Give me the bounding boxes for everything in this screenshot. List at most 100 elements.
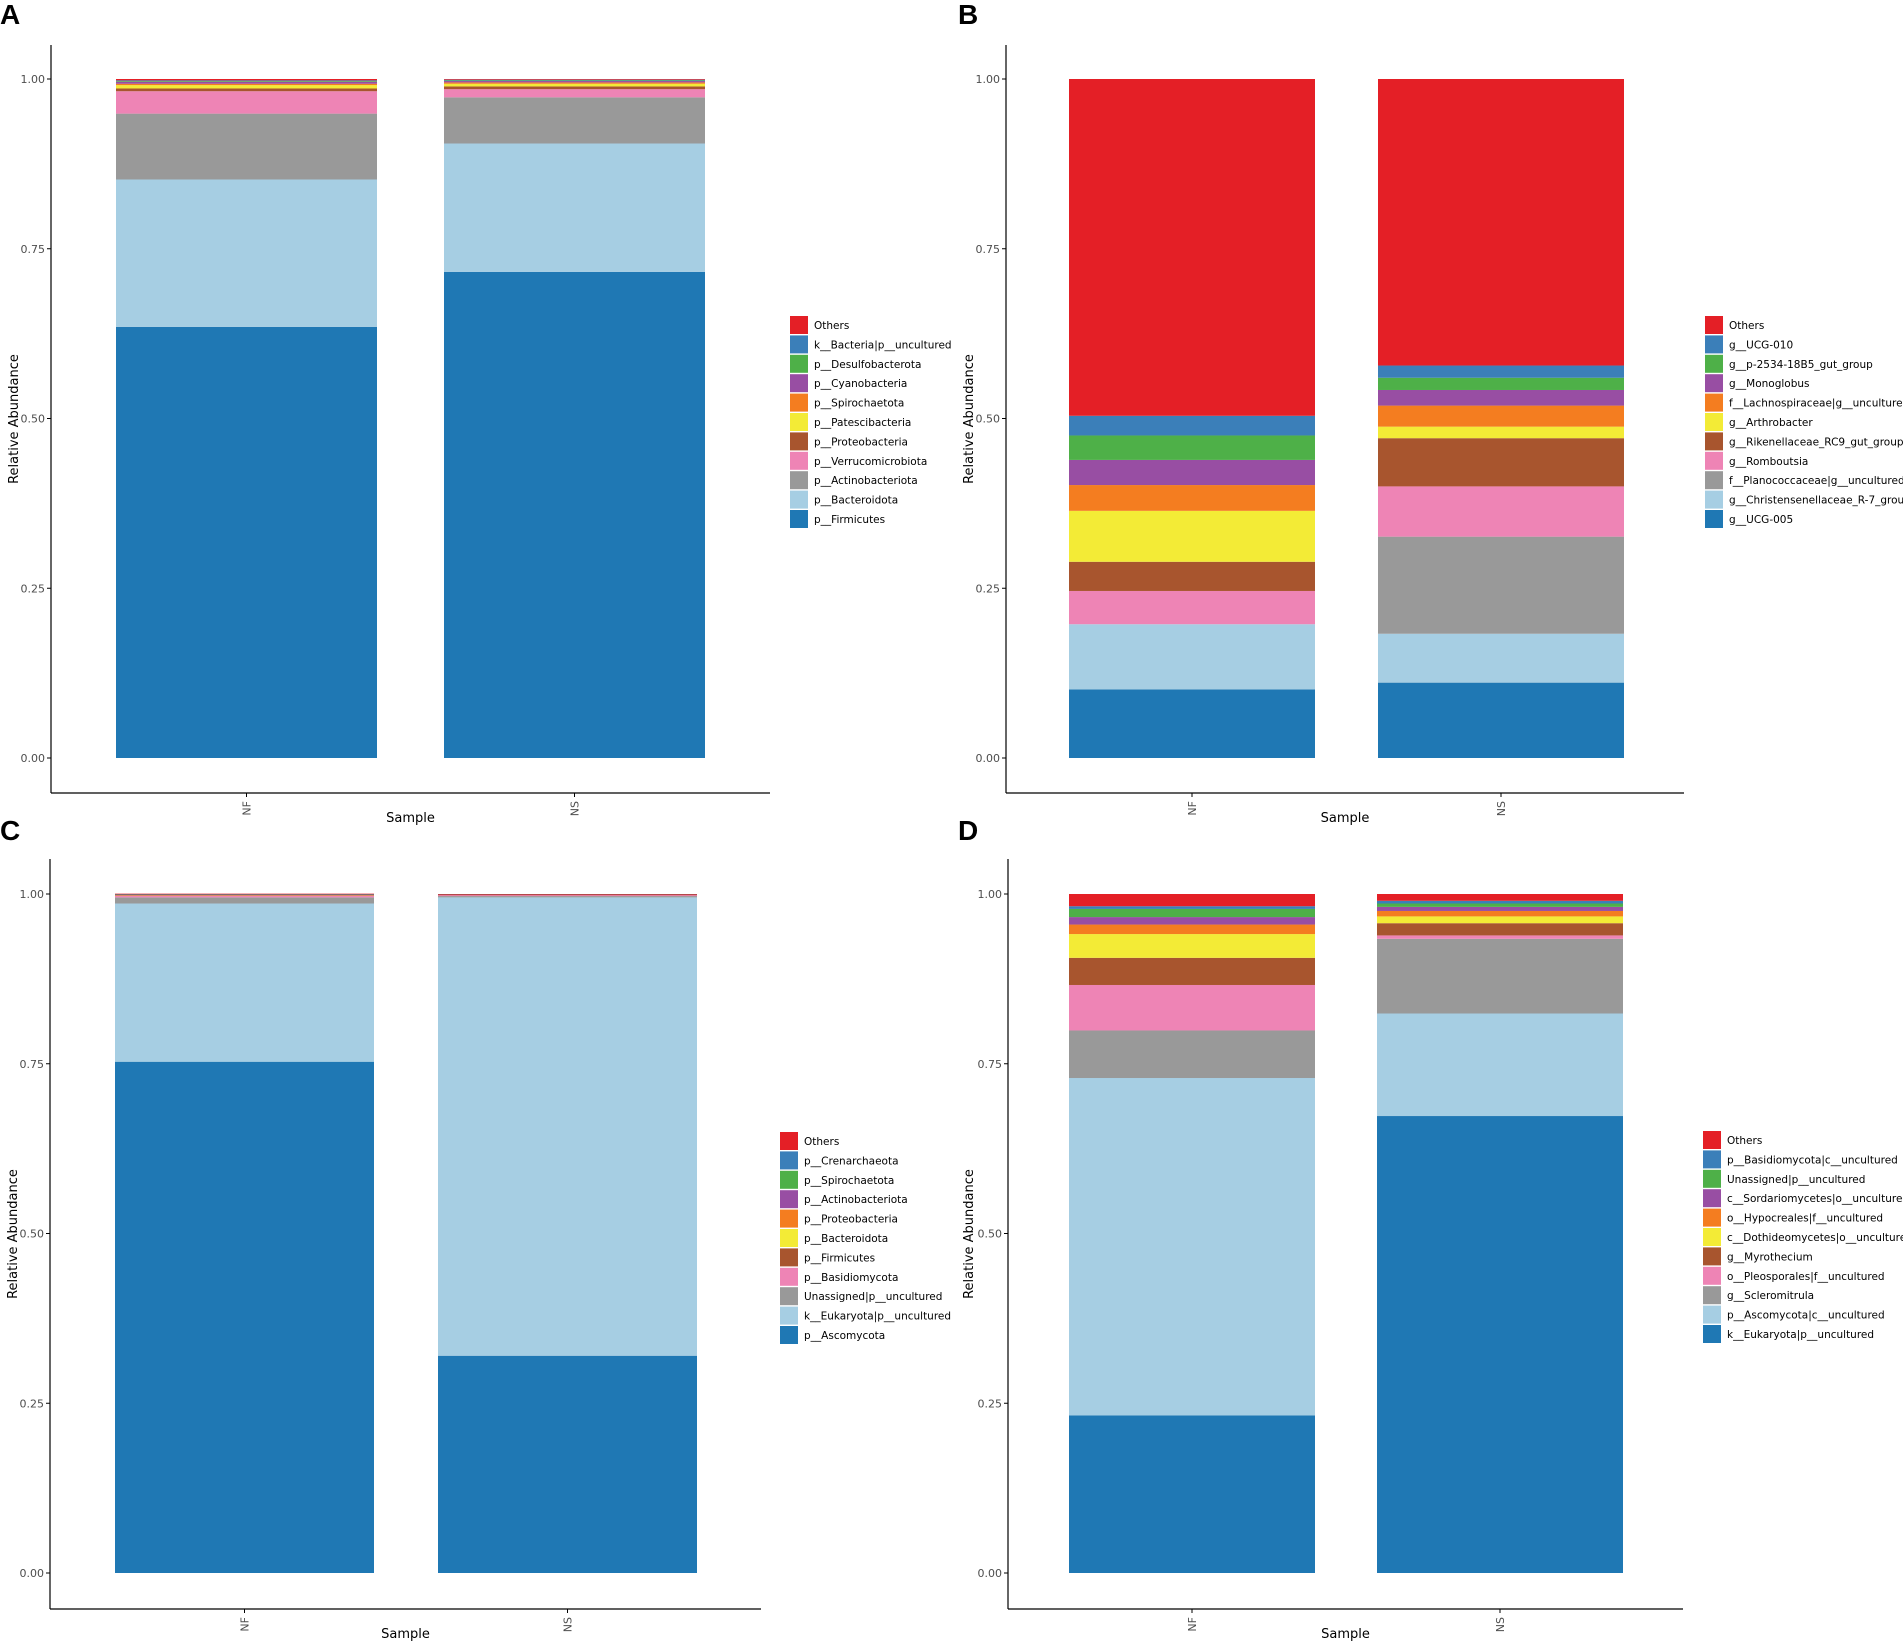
x-tick-label: NS (1494, 1617, 1507, 1632)
legend-label: p__Actinobacteriota (814, 475, 918, 487)
bar-segment (1378, 486, 1624, 537)
legend-swatch (780, 1190, 798, 1209)
x-axis-title: Sample (1321, 1627, 1370, 1642)
legend-label: p__Basidiomycota|c__uncultured (1727, 1154, 1898, 1166)
legend-swatch (780, 1287, 798, 1306)
bar-segment (116, 79, 377, 81)
bar-segment (1069, 1030, 1315, 1079)
bar-segment (1069, 906, 1315, 909)
legend-swatch (1705, 490, 1723, 509)
legend-label: Others (1729, 320, 1764, 332)
legend-label: p__Proteobacteria (814, 436, 908, 448)
legend-label: g__p-2534-18B5_gut_group (1729, 359, 1873, 371)
legend-swatch (1703, 1305, 1721, 1324)
bar-segment (1069, 624, 1315, 690)
y-tick-label: 0.25 (21, 582, 46, 595)
legend-swatch (1705, 432, 1723, 451)
x-tick-label: NS (569, 801, 582, 816)
legend-label: p__Basidiomycota (804, 1272, 898, 1284)
legend-swatch (790, 316, 808, 334)
legend-label: Others (814, 320, 849, 332)
legend-swatch (790, 432, 808, 451)
legend-label: p__Ascomycota (804, 1330, 885, 1342)
y-tick-label: 0.50 (20, 1228, 45, 1241)
bar-segment (1378, 426, 1624, 439)
bar-segment (1069, 459, 1315, 486)
legend-swatch (1705, 393, 1723, 412)
legend-swatch (1705, 374, 1723, 393)
bar-segment (116, 91, 377, 114)
y-tick-label: 0.75 (20, 1058, 45, 1071)
legend: Others k__Bacteria|p__uncultured p__Desulf… (790, 316, 952, 528)
bar-segment (444, 82, 705, 84)
legend-label: g__UCG-010 (1729, 339, 1793, 351)
legend-swatch (1703, 1228, 1721, 1246)
legend-label: p__Cyanobacteria (814, 378, 907, 390)
bar-segment (115, 895, 374, 898)
bar-segment (438, 894, 697, 897)
bar-segment (1377, 900, 1623, 904)
bar-segment (1378, 389, 1624, 406)
legend-swatch (790, 393, 808, 412)
legend-label: g__Rikenellaceae_RC9_gut_group (1729, 436, 1903, 448)
legend-swatch (1705, 471, 1723, 490)
bar-segment (1377, 894, 1623, 901)
y-tick-label: 0.75 (976, 243, 1001, 256)
legend-label: c__Dothideomycetes|o__uncultured (1727, 1232, 1903, 1244)
bar-segment (1069, 79, 1315, 416)
bar-segment (1069, 590, 1315, 625)
legend-label: o__Hypocreales|f__uncultured (1727, 1213, 1883, 1225)
bar-segment (1069, 894, 1315, 907)
bar-segment (1377, 1013, 1623, 1117)
legend-swatch (790, 413, 808, 431)
bar-segment (115, 894, 374, 895)
legend-swatch (1703, 1131, 1721, 1149)
bar-segment (115, 903, 374, 1062)
legend-swatch (790, 510, 808, 528)
bar-segment (1377, 935, 1623, 939)
y-tick-label: 0.75 (978, 1058, 1003, 1071)
bar-segment (444, 143, 705, 272)
legend-swatch (780, 1326, 798, 1344)
bar-segment (444, 79, 705, 81)
y-tick-label: 0.50 (21, 413, 46, 426)
legend-swatch (780, 1170, 798, 1189)
legend-label: p__Firmicutes (814, 514, 885, 526)
y-tick-label: 0.50 (976, 413, 1001, 426)
bar-segment (1378, 536, 1624, 634)
legend-swatch (1705, 354, 1723, 373)
bar-segment (438, 897, 697, 1356)
bar-segment (1378, 365, 1624, 378)
legend-label: k__Bacteria|p__uncultured (814, 339, 952, 351)
legend-label: Unassigned|p__uncultured (1727, 1174, 1865, 1186)
bar-segment (1377, 910, 1623, 917)
legend-swatch (1705, 451, 1723, 470)
bar-segment (1069, 485, 1315, 511)
legend-swatch (780, 1151, 798, 1170)
bar-segment (115, 895, 374, 896)
bar-segment (116, 88, 377, 92)
legend-swatch (1705, 413, 1723, 431)
legend-swatch (1703, 1247, 1721, 1266)
legend: Others p__Crenarchaeota p__Spirochaetota p_… (780, 1132, 951, 1344)
bar-segment (438, 896, 697, 898)
legend-label: g__Monoglobus (1729, 378, 1810, 390)
legend-swatch (1703, 1325, 1721, 1343)
bar-segment (115, 897, 374, 904)
y-tick-label: 0.25 (976, 582, 1001, 595)
bar-segment (1069, 510, 1315, 562)
bar-segment (1378, 377, 1624, 390)
y-tick-label: 0.25 (978, 1397, 1003, 1410)
legend-swatch (1703, 1208, 1721, 1227)
bar-segment (444, 89, 705, 98)
bar-segment (444, 81, 705, 83)
panel-a: A 0.00 0.25 0.50 0.75 1.00 NF NS Sample Relative … (0, 0, 952, 826)
bar-segment (444, 79, 705, 80)
legend-label: g__Romboutsia (1729, 456, 1808, 468)
bar-segment (444, 97, 705, 144)
y-tick-label: 0.00 (978, 1567, 1003, 1580)
legend-swatch (1703, 1169, 1721, 1188)
legend-label: g__Christensenellaceae_R-7_group (1729, 495, 1903, 507)
bar-segment (115, 893, 374, 895)
legend-swatch (1703, 1150, 1721, 1169)
